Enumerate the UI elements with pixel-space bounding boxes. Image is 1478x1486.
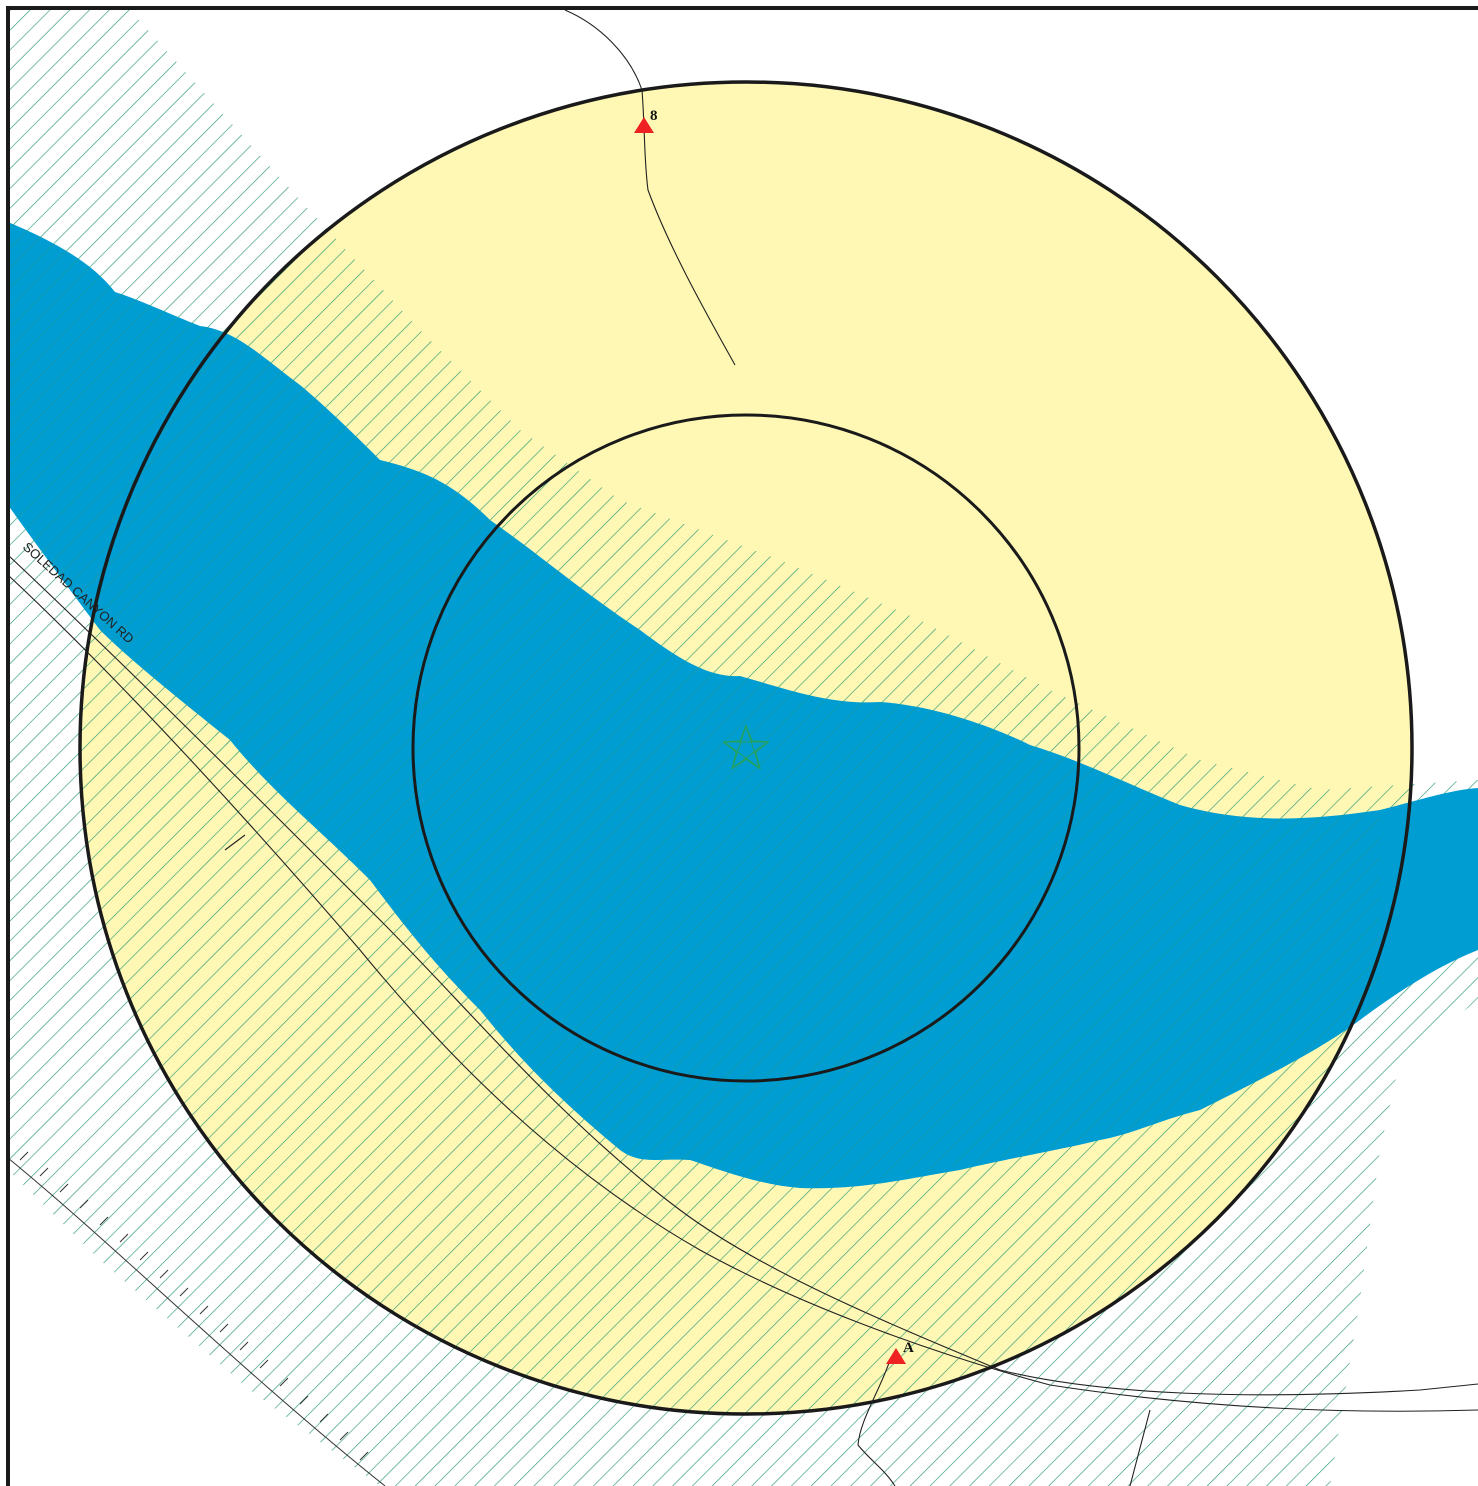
road-spur	[224, 834, 246, 851]
map-frame	[6, 6, 1478, 1486]
star-inner-lines	[722, 724, 770, 770]
road-north	[564, 9, 736, 366]
road-soledad-upper	[8, 554, 1478, 1396]
road-network	[8, 9, 1478, 1486]
railroad	[8, 1151, 386, 1486]
inner-buffer-ring	[411, 413, 1081, 1083]
triangle-marker-8[interactable]	[634, 117, 654, 133]
road-soledad-lower	[8, 574, 1478, 1412]
marker-label-a: A	[903, 1340, 914, 1356]
river-hatch-overlay	[8, 222, 1380, 1188]
outer-buffer-ring	[78, 80, 1414, 1416]
road-south-branch	[857, 1359, 896, 1486]
triangle-marker-a[interactable]	[886, 1348, 906, 1364]
road-south-east	[1129, 1409, 1151, 1486]
marker-label-8: 8	[650, 108, 658, 124]
